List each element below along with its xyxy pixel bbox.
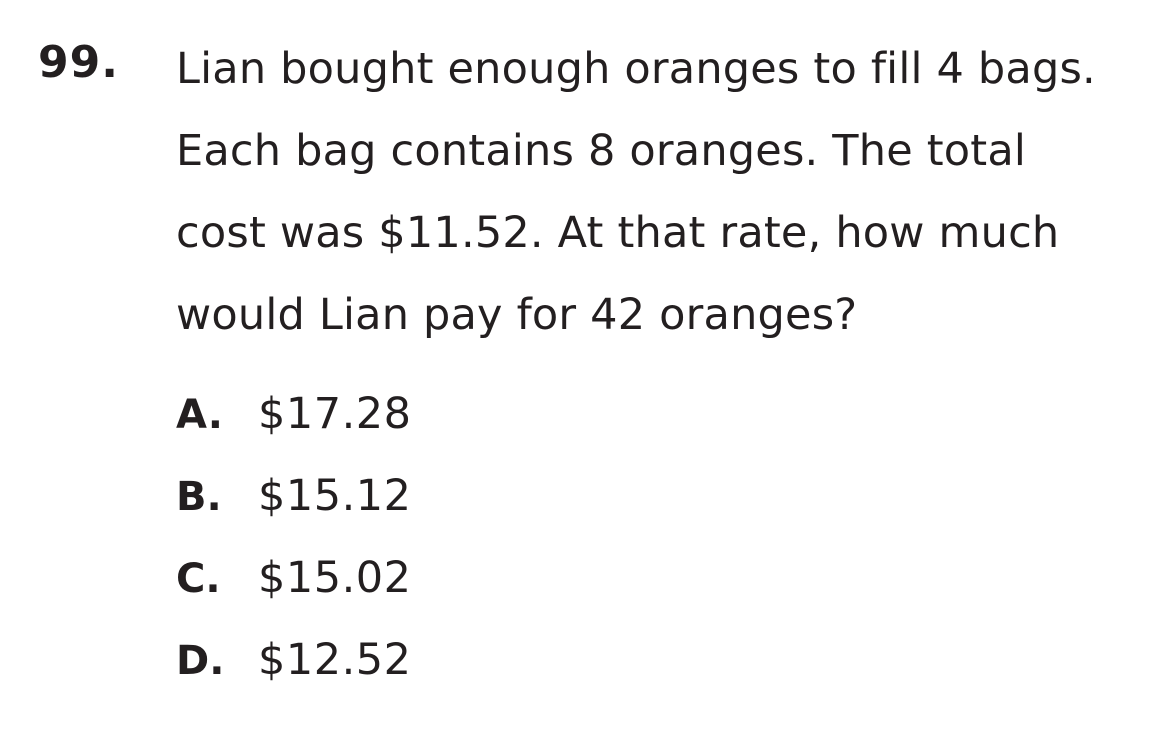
question-line: Lian bought enough oranges to fill 4 bag…: [176, 44, 1096, 94]
choice-letter: A.: [176, 392, 223, 438]
choice-text: $12.52: [258, 635, 412, 685]
choice-text: $17.28: [258, 389, 412, 439]
choice-letter: B.: [176, 474, 222, 520]
choice-c[interactable]: C. $15.02: [176, 537, 411, 619]
question-line: cost was $11.52. At that rate, how much: [176, 208, 1060, 258]
choice-letter: C.: [176, 556, 221, 602]
choice-text: $15.02: [258, 553, 412, 603]
choice-d[interactable]: D. $12.52: [176, 619, 411, 701]
question-stem: Lian bought enough oranges to fill 4 bag…: [176, 28, 1166, 356]
choice-a[interactable]: A. $17.28: [176, 373, 411, 455]
question-line: Each bag contains 8 oranges. The total: [176, 126, 1027, 176]
answer-choices: A. $17.28 B. $15.12 C. $15.02 D. $12.52: [176, 373, 411, 701]
question-number: 99.: [38, 37, 119, 88]
choice-text: $15.12: [258, 471, 412, 521]
question-line: would Lian pay for 42 oranges?: [176, 290, 858, 340]
choice-letter: D.: [176, 638, 225, 684]
choice-b[interactable]: B. $15.12: [176, 455, 411, 537]
